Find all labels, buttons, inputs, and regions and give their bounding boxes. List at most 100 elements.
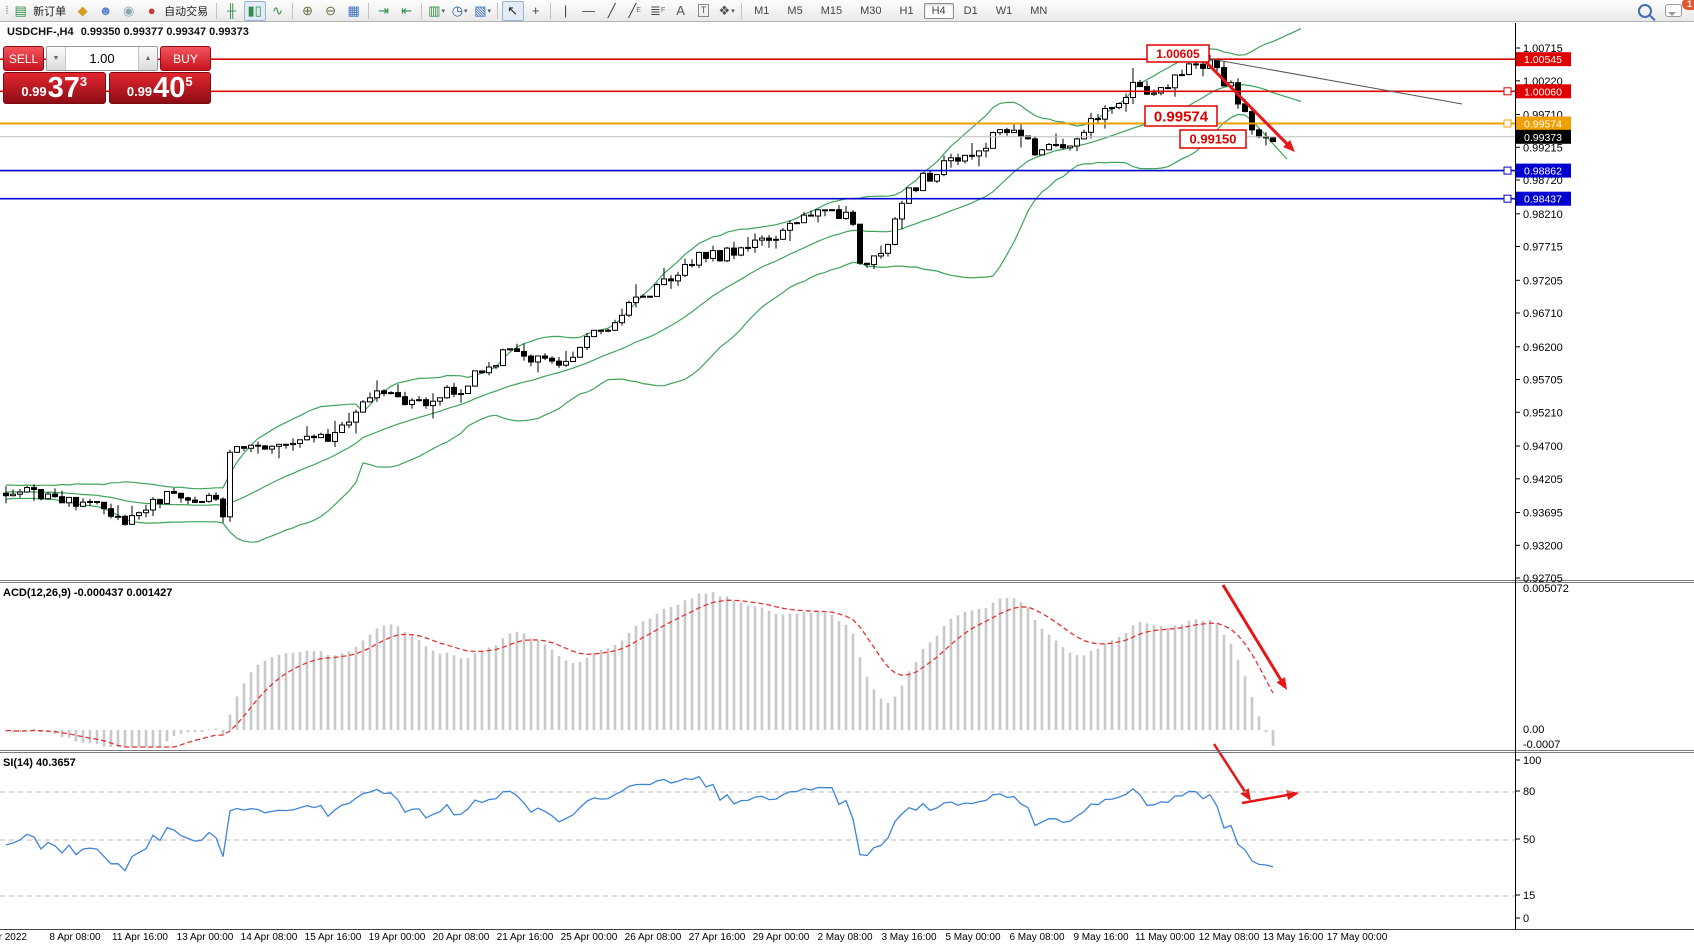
symbol-title: USDCHF-,H4 [7,26,74,38]
chart-shift-icon[interactable]: ⇥ [378,3,390,18]
trend-arrow[interactable] [1241,792,1294,805]
new-chart-icon[interactable]: ▥ ▾ [428,3,446,18]
price-tick-label: 0.94700 [1523,441,1563,453]
price-badge [1516,129,1571,144]
timeframe-m1[interactable]: M1 [754,4,770,17]
price-tick-label: 0.95210 [1523,407,1563,419]
sell-price-button[interactable]: 0.99 37 3 [3,72,106,104]
level-handle[interactable] [1503,87,1512,96]
volume-increase-button[interactable]: ▲ [138,47,157,70]
buy-price-prefix: 0.99 [126,84,153,99]
candlestick-chart-icon[interactable]: ▮▯ [243,0,266,21]
tile-windows-icon[interactable]: ▦ [347,3,360,18]
price-tick-label: 0.94205 [1523,474,1563,486]
volume-decrease-button[interactable]: ▼ [47,47,66,70]
buy-price-button[interactable]: 0.99 40 5 [108,72,211,104]
level-handle[interactable] [1503,194,1512,203]
timeframe-m15[interactable]: M15 [820,4,843,17]
new-order-icon[interactable]: ▤ [14,3,27,18]
crosshair-icon[interactable]: + [531,3,540,18]
price-tick-label: 0.93200 [1523,540,1563,552]
timeframe-m5[interactable]: M5 [787,4,803,17]
channel-icon[interactable]: ╱ E [628,3,641,18]
zoom-out-icon[interactable]: ⊖ [325,3,337,18]
toolbar-separator [216,2,218,19]
navigator-icon[interactable]: ☻ [98,3,113,18]
auto-scroll-icon[interactable]: ⇤ [401,3,413,18]
price-badge-label: 1.00060 [1524,86,1562,98]
line-chart-icon[interactable]: ∿ [272,3,284,18]
timeframe-w1[interactable]: W1 [995,4,1013,17]
price-tick-label: 1.00715 [1523,43,1563,55]
sell-button[interactable]: SELL [3,46,44,71]
price-tick-label: 0.92705 [1523,573,1563,585]
price-badge [1516,116,1571,131]
date-label: 14 Apr 08:00 [241,932,298,943]
one-click-trade-panel: SELL ▼ ▲ BUY 0.99 37 3 0.99 40 5 [3,46,211,104]
period-icon[interactable]: ◷ ▾ [451,3,468,18]
level-handle[interactable] [1503,119,1512,128]
timeframe-h1[interactable]: H1 [899,4,914,17]
trend-arrow[interactable] [1212,743,1249,797]
price-tick-label: 0.98720 [1523,175,1563,187]
macd-axis-label: 0.005072 [1523,583,1569,595]
date-label: 11 Apr 16:00 [112,932,168,943]
search-icon[interactable] [1637,1,1663,21]
descending-trendline[interactable] [1199,56,1463,105]
indicators-icon[interactable]: ▧ ▾ [474,3,492,18]
ohlc-values: 0.99350 0.99377 0.99347 0.99373 [80,26,249,38]
toolbar: ⁞⁞ ▤ 新订单 ◆ ☻ ◉ ● 自动交易 ╫ ▮▯ ∿ ⊕ ⊖ ▦ ⇥ ⇤ ▥ ▾ ◷ ▾ ▧ ▾ ↖ + | — ╱ ╱ E ≣ F A T… [0,0,1694,22]
timeframe-m30[interactable]: M30 [860,4,882,17]
price-annotation-box[interactable] [1144,105,1218,127]
timeframe-mn[interactable]: MN [1030,4,1048,17]
bar-chart-icon[interactable]: ╫ [227,3,237,18]
level-handle[interactable] [1503,166,1512,175]
date-label: 2 May 08:00 [817,932,872,943]
price-badge [1516,52,1571,67]
timeframe-d1[interactable]: D1 [963,4,978,17]
price-badge [1516,191,1571,206]
signals-icon[interactable]: ◉ [122,3,135,18]
new-order-button[interactable]: 新订单 [33,5,67,18]
timeframe-h4[interactable]: H4 [923,2,954,19]
price-annotation-box[interactable] [1146,44,1210,63]
price-annotation-text: 0.99574 [1154,108,1209,125]
trend-arrow[interactable] [1221,584,1286,686]
autotrade-icon[interactable]: ● [147,3,156,18]
sell-price-big: 37 [47,72,80,104]
trendline-icon[interactable]: ╱ [607,3,616,18]
text-label-icon[interactable]: T [693,1,715,21]
cursor-icon[interactable]: ↖ [501,0,524,21]
chart-profile-icon[interactable]: ◆ [77,3,88,18]
bollinger-middle-band [5,84,1302,507]
chat-icon[interactable]: 1 [1664,0,1694,21]
rsi-axis-label: 100 [1523,755,1541,767]
macd-axis-label: -0.0007 [1523,739,1560,751]
rsi-axis-label: 80 [1523,786,1535,798]
vertical-line-icon[interactable]: | [563,3,568,18]
buy-price-big: 40 [153,72,186,104]
toolbar-grip[interactable]: ⁞⁞ [5,4,9,17]
toolbar-separator [497,2,499,19]
horizontal-line-icon[interactable]: — [582,3,596,18]
volume-input[interactable] [66,47,138,70]
date-label: 19 Apr 00:00 [369,932,426,943]
price-badge [1516,84,1571,99]
text-icon[interactable]: A [676,3,685,18]
buy-button[interactable]: BUY [160,46,211,71]
trend-arrow[interactable] [1202,58,1292,149]
date-label: 21 Apr 16:00 [497,932,554,943]
price-annotation-text: 0.99150 [1190,132,1237,147]
arrows-icon[interactable]: ❖ ▾ [718,3,735,18]
date-label: 25 Apr 00:00 [561,932,618,943]
date-label: 27 Apr 16:00 [689,932,746,943]
zoom-in-icon[interactable]: ⊕ [302,3,314,18]
trend-arrow-head [1286,790,1299,800]
toolbar-separator [368,2,370,19]
autotrade-button[interactable]: 自动交易 [164,5,209,18]
price-annotation-box[interactable] [1179,129,1247,149]
price-tick-label: 0.98210 [1523,209,1563,221]
fibonacci-icon[interactable]: ≣ F [650,3,666,18]
